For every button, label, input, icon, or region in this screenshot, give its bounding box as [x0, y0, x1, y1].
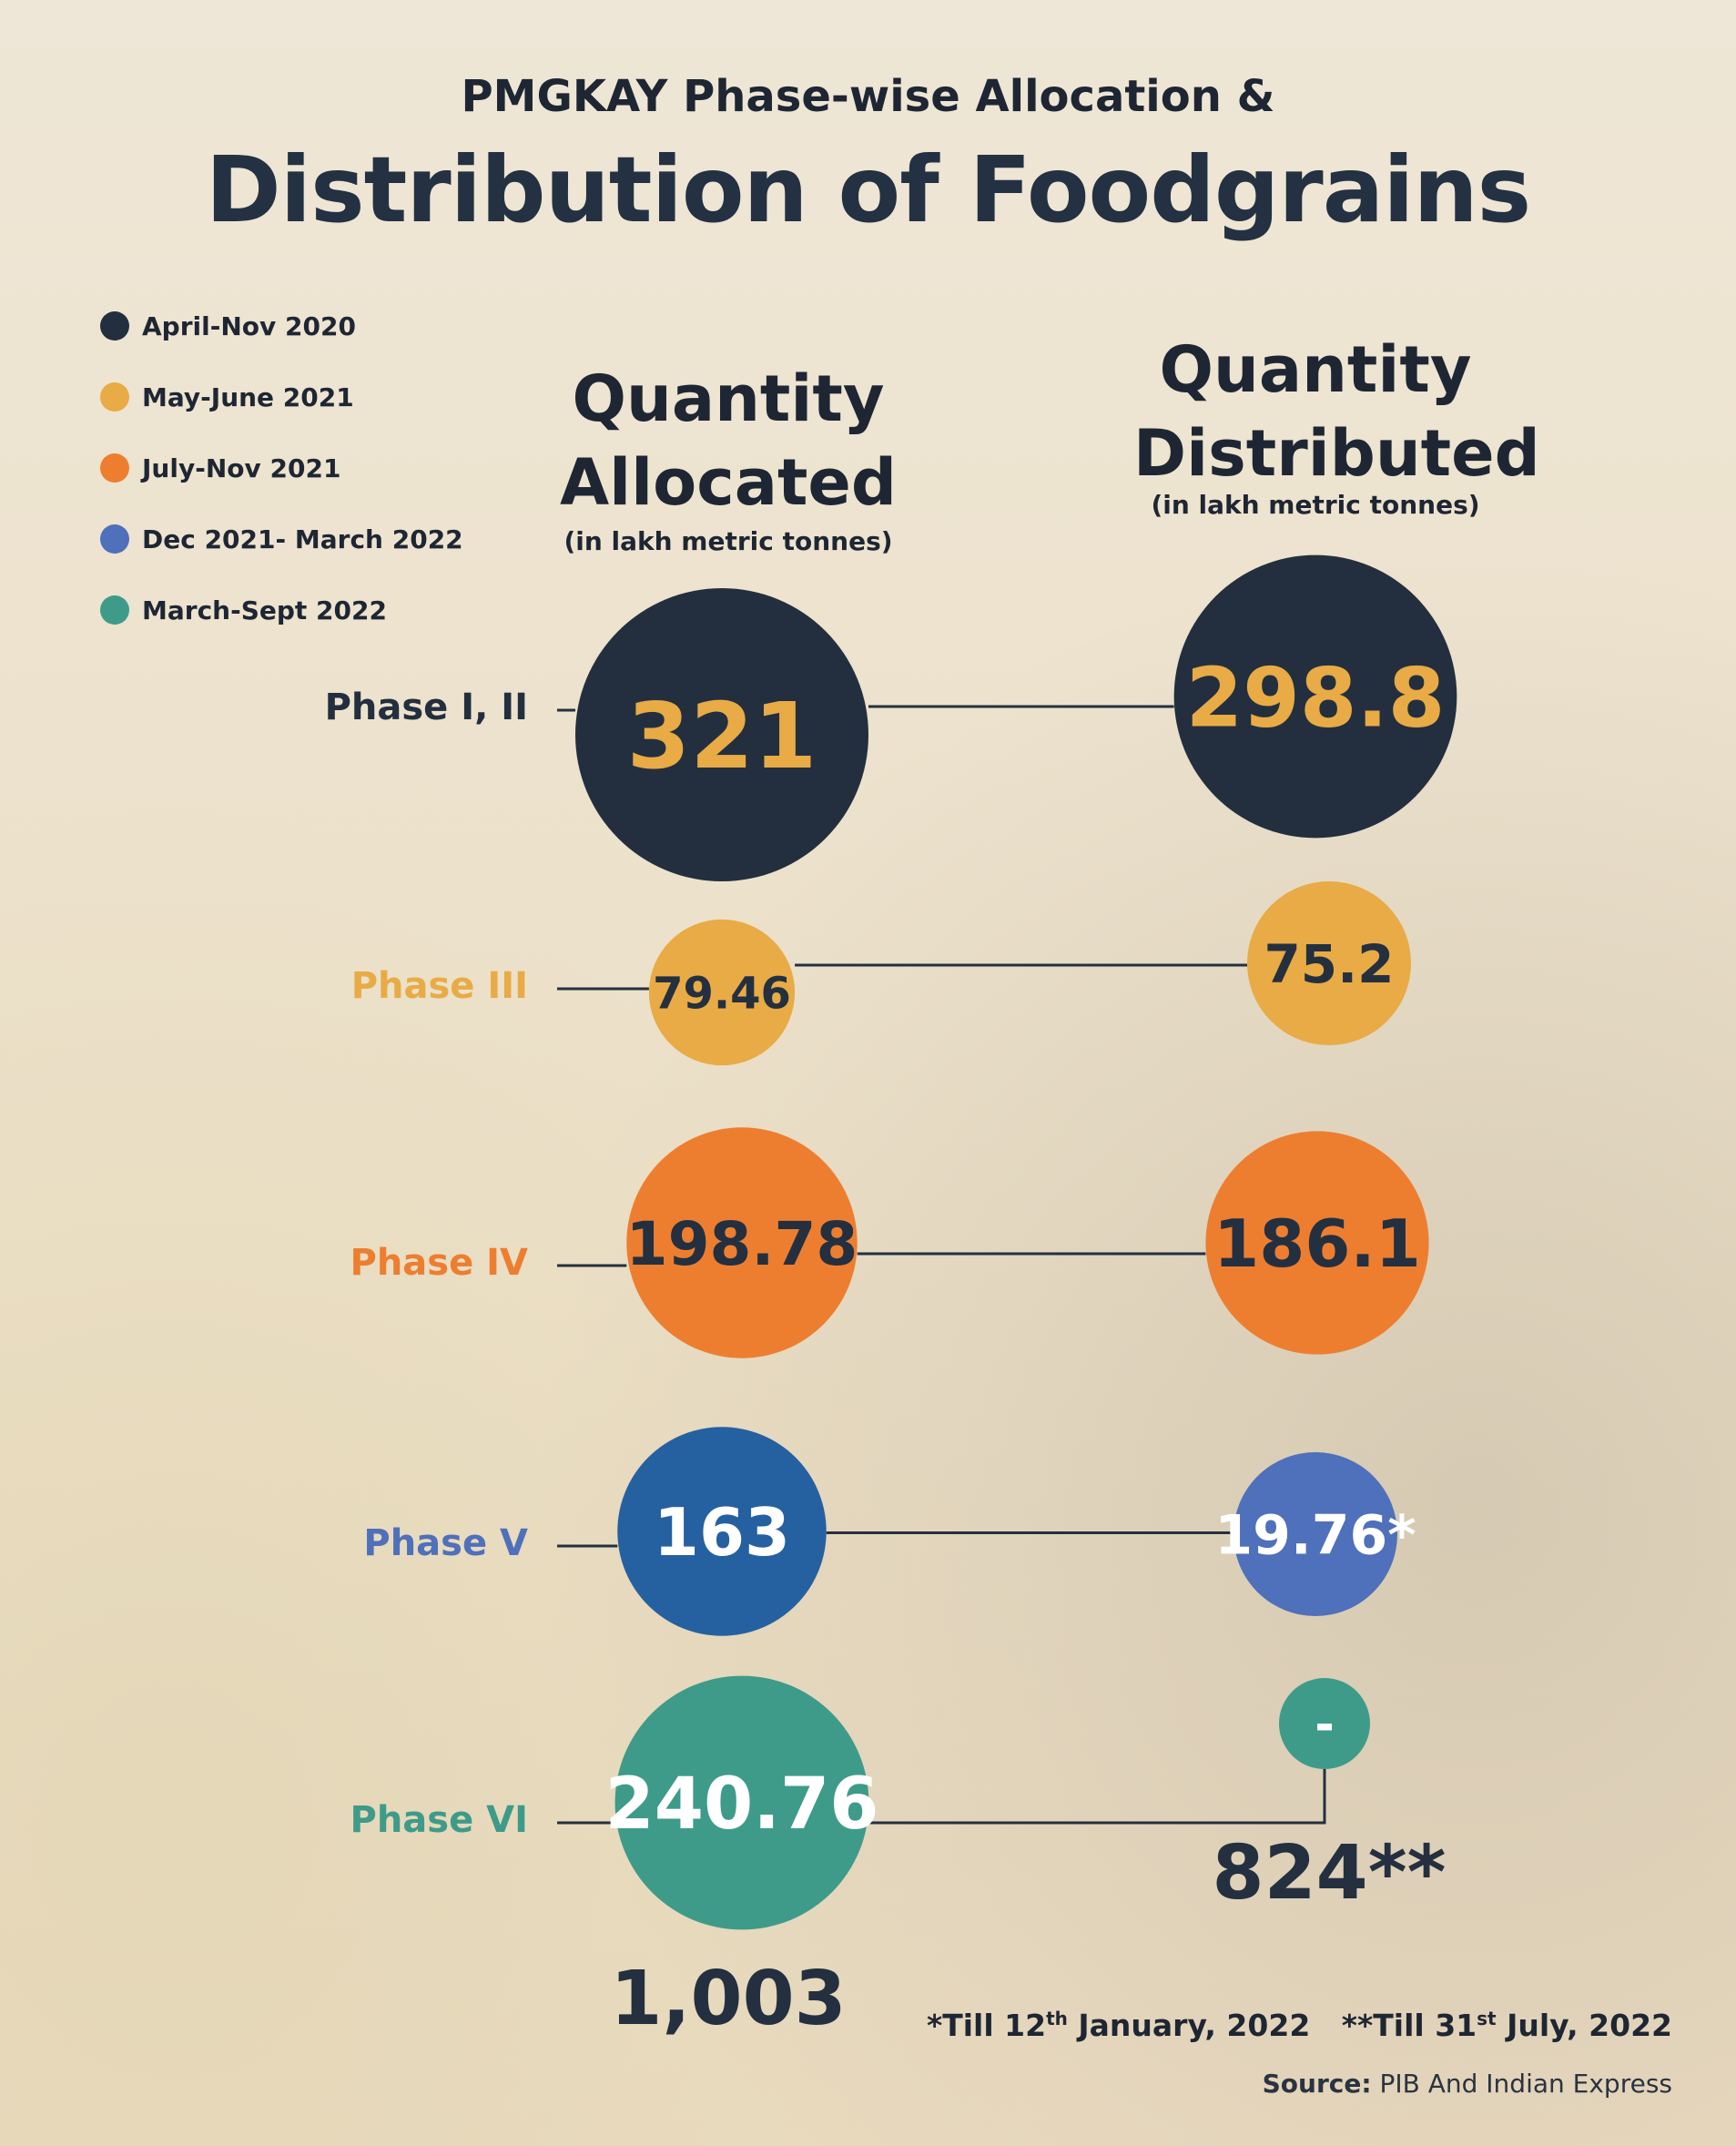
allocated-bubble: [626, 1127, 858, 1358]
column-unit-allocated: (in lakh metric tonnes): [563, 526, 893, 556]
total-allocated: 1,003: [610, 1956, 847, 2042]
source-text: PIB And Indian Express: [1379, 2069, 1672, 2099]
source-label: Source:: [1262, 2069, 1372, 2099]
legend-item: April-Nov 2020: [100, 308, 356, 344]
legend-label: Dec 2021- March 2022: [142, 524, 463, 554]
legend-label: March-Sept 2022: [142, 595, 387, 625]
phase-label: Phase IV: [350, 1242, 529, 1284]
allocated-value-label: 198.78: [626, 1209, 858, 1279]
column-head-allocated-line1: Quantity: [572, 361, 885, 436]
footnotes: *Till 12th January, 2022 **Till 31st Jul…: [927, 2008, 1672, 2043]
allocated-value-label: 79.46: [653, 968, 791, 1019]
legend-item: March-Sept 2022: [100, 592, 387, 628]
legend-item: July-Nov 2021: [100, 450, 340, 486]
legend-dot: [100, 311, 129, 341]
legend-label: May-June 2021: [142, 381, 354, 412]
allocated-value-label: 240.76: [605, 1764, 879, 1846]
allocated-value-label: 321: [627, 683, 817, 789]
column-unit-distributed: (in lakh metric tonnes): [1151, 490, 1480, 520]
source-line: Source: PIB And Indian Express: [1263, 2069, 1672, 2099]
distributed-bubble: [1233, 1452, 1397, 1616]
distributed-value-label: 298.8: [1186, 650, 1446, 746]
phase-label: Phase V: [363, 1522, 528, 1564]
column-head-distributed: Quantity Distributed: [1133, 328, 1540, 495]
legend-label: April-Nov 2020: [142, 310, 356, 341]
phase-label: Phase III: [350, 965, 528, 1007]
phase-label: Phase VI: [350, 1799, 529, 1841]
distributed-value-label: 19.76*: [1214, 1504, 1416, 1568]
column-head-distributed-line2: Distributed: [1133, 416, 1540, 491]
distributed-bubble: [1173, 554, 1457, 839]
distributed-value-label: 75.2: [1264, 933, 1394, 995]
legend-dot: [100, 524, 129, 554]
allocated-bubble: [614, 1675, 869, 1930]
allocated-value-label: 163: [654, 1494, 790, 1571]
allocated-bubble: [617, 1427, 827, 1636]
legend-label: July-Nov 2021: [142, 453, 341, 483]
allocated-bubble: [648, 919, 796, 1066]
distributed-bubble: [1279, 1678, 1370, 1769]
page-title: Distribution of Foodgrains: [205, 137, 1531, 243]
column-head-allocated-line2: Allocated: [559, 445, 898, 520]
column-head-distributed-line1: Quantity: [1159, 332, 1472, 407]
distributed-value-label: 186.1: [1213, 1205, 1421, 1282]
legend-dot: [100, 382, 129, 412]
legend-item: Dec 2021- March 2022: [100, 521, 463, 557]
footnote-2: **Till 31st July, 2022: [1341, 2008, 1672, 2043]
distributed-value-label: -: [1315, 1698, 1335, 1753]
column-head-allocated: Quantity Allocated: [546, 357, 910, 524]
distributed-bubble: [1205, 1131, 1429, 1355]
bubble-connector: [868, 1769, 1326, 1825]
phase-label: Phase I, II: [324, 687, 528, 728]
allocated-bubble: [575, 588, 868, 881]
total-distributed: 824**: [1212, 1830, 1447, 1917]
distributed-bubble: [1247, 881, 1411, 1045]
legend-dot: [100, 453, 129, 483]
legend-dot: [100, 595, 129, 625]
legend-item: May-June 2021: [100, 379, 354, 415]
title-small: PMGKAY Phase-wise Allocation &: [461, 71, 1275, 122]
footnote-1: *Till 12th January, 2022: [926, 2008, 1311, 2043]
